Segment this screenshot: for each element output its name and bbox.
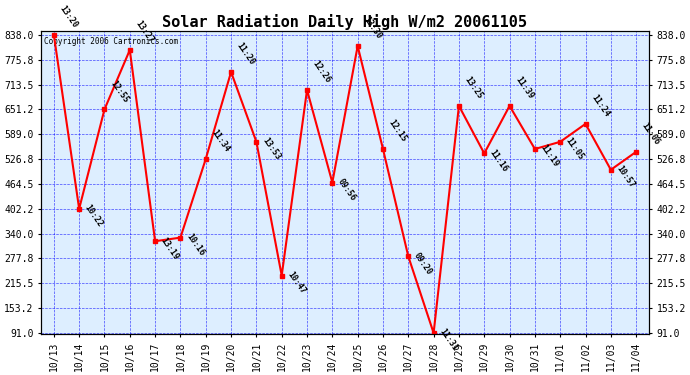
Text: 10:47: 10:47 [286,270,307,296]
Text: 11:20: 11:20 [235,41,257,67]
Text: 10:22: 10:22 [83,203,105,229]
Title: Solar Radiation Daily High W/m2 20061105: Solar Radiation Daily High W/m2 20061105 [163,13,527,30]
Text: 12:55: 12:55 [108,79,130,104]
Text: 13:19: 13:19 [159,236,181,261]
Text: 10:16: 10:16 [184,232,206,258]
Text: 13:30: 13:30 [362,15,383,41]
Text: 10:57: 10:57 [615,164,636,190]
Text: 12:15: 12:15 [387,118,408,144]
Text: 11:19: 11:19 [539,143,560,169]
Text: 11:16: 11:16 [488,148,510,173]
Text: 11:34: 11:34 [210,128,231,154]
Text: 11:05: 11:05 [564,136,586,162]
Text: 12:26: 12:26 [310,59,333,85]
Text: 13:53: 13:53 [260,136,282,162]
Text: 13:25: 13:25 [463,75,484,101]
Text: 13:27: 13:27 [134,19,155,45]
Text: 11:31: 11:31 [437,327,459,353]
Text: 13:20: 13:20 [58,4,79,30]
Text: Copyright 2006 Cartronics.com: Copyright 2006 Cartronics.com [44,37,178,46]
Text: 11:39: 11:39 [513,75,535,101]
Text: 09:20: 09:20 [412,251,434,276]
Text: 11:24: 11:24 [589,93,611,118]
Text: 11:06: 11:06 [640,121,662,147]
Text: 09:56: 09:56 [336,177,358,203]
